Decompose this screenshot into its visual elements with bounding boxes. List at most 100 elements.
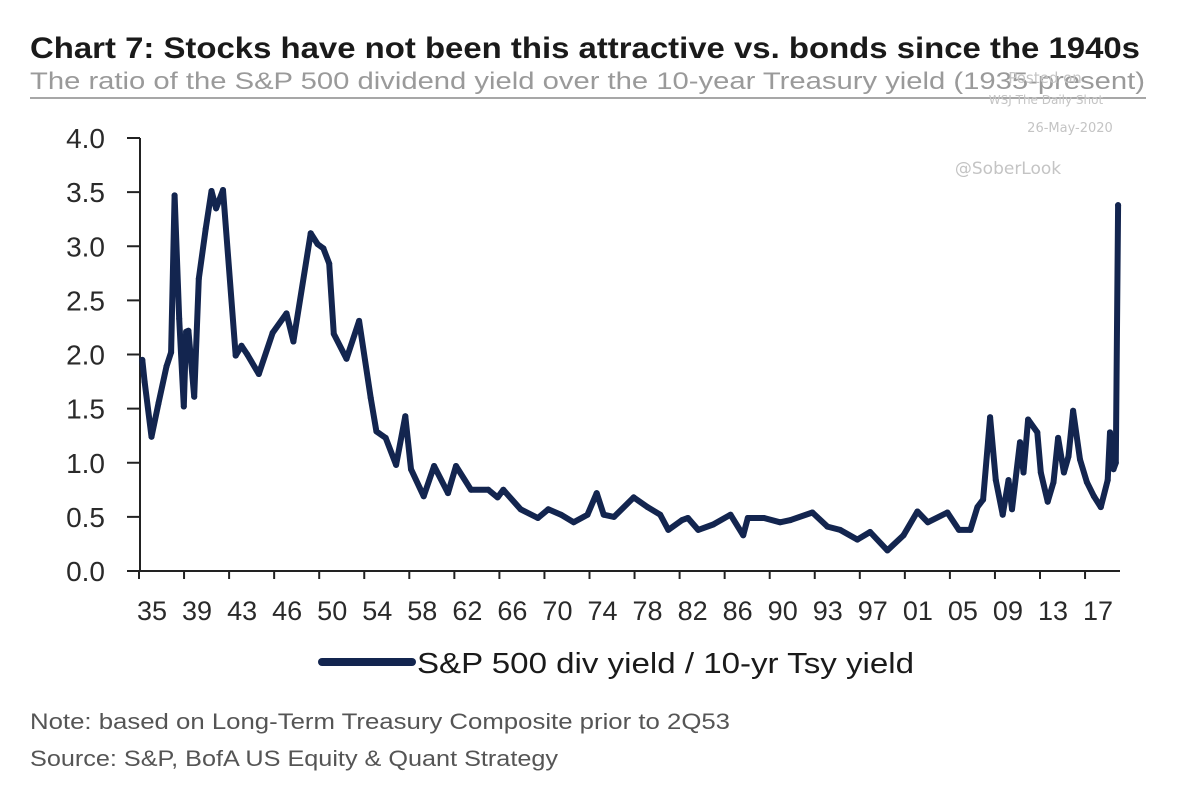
data-point bbox=[283, 310, 290, 317]
data-point bbox=[171, 192, 178, 199]
y-tick-label: 3.5 bbox=[66, 177, 105, 208]
y-axis-ticks: 0.0 0.5 1.0 1.5 2.0 2.5 3.0 3.5 4.0 bbox=[66, 123, 140, 587]
data-point bbox=[534, 515, 541, 521]
data-point bbox=[238, 342, 245, 349]
data-point bbox=[330, 330, 337, 337]
x-tick-label: 78 bbox=[633, 596, 663, 626]
watermark-posted-on: Posted on bbox=[1008, 69, 1082, 87]
data-point bbox=[914, 508, 921, 515]
legend: S&P 500 div yield / 10-yr Tsy yield bbox=[318, 648, 914, 680]
x-tick-label: 05 bbox=[948, 596, 978, 626]
data-point bbox=[1112, 459, 1119, 466]
x-tick-label: 93 bbox=[813, 596, 843, 626]
data-point bbox=[269, 329, 276, 336]
data-point bbox=[1107, 429, 1113, 436]
data-point bbox=[761, 515, 767, 521]
data-point bbox=[630, 494, 637, 501]
data-point bbox=[314, 241, 321, 248]
data-point bbox=[679, 517, 686, 524]
data-point bbox=[600, 511, 607, 518]
data-point bbox=[195, 275, 202, 282]
x-tick-label: 35 bbox=[137, 596, 167, 626]
data-point bbox=[176, 315, 183, 322]
data-point bbox=[1020, 469, 1027, 476]
note-text: Note: based on Long-Term Treasury Compos… bbox=[30, 709, 730, 734]
x-tick-label: 54 bbox=[362, 596, 392, 626]
data-point bbox=[999, 511, 1006, 518]
data-point bbox=[453, 463, 459, 469]
data-point bbox=[584, 511, 591, 518]
x-tick-label: 46 bbox=[272, 596, 302, 626]
data-point bbox=[382, 434, 389, 441]
data-point bbox=[500, 486, 507, 493]
data-point bbox=[974, 504, 981, 511]
data-point bbox=[611, 513, 617, 520]
data-point bbox=[854, 536, 861, 543]
data-point bbox=[494, 494, 501, 501]
data-point bbox=[208, 188, 215, 194]
data-point bbox=[373, 428, 380, 435]
data-point bbox=[727, 511, 734, 518]
data-point bbox=[1097, 504, 1104, 511]
data-point bbox=[593, 490, 600, 497]
data-point bbox=[485, 486, 492, 493]
data-point bbox=[824, 523, 831, 530]
data-point bbox=[139, 356, 146, 363]
data-point bbox=[644, 504, 651, 511]
data-point bbox=[343, 355, 350, 362]
data-point bbox=[837, 526, 844, 533]
data-point bbox=[809, 509, 816, 516]
data-point bbox=[740, 532, 747, 539]
data-point bbox=[356, 317, 363, 324]
data-point bbox=[168, 349, 175, 356]
x-tick-label: 74 bbox=[587, 596, 617, 626]
x-tick-label: 70 bbox=[542, 596, 572, 626]
data-point bbox=[420, 493, 427, 500]
data-point bbox=[191, 393, 198, 400]
y-tick-label: 1.0 bbox=[66, 448, 105, 479]
data-point bbox=[1083, 479, 1090, 486]
data-point bbox=[900, 532, 907, 539]
data-point bbox=[244, 351, 251, 358]
data-point bbox=[307, 230, 314, 237]
data-point bbox=[987, 414, 994, 421]
data-point bbox=[1005, 477, 1012, 484]
y-tick-label: 2.5 bbox=[66, 285, 105, 316]
data-point bbox=[992, 477, 999, 484]
data-point bbox=[744, 515, 751, 521]
y-tick-label: 0.0 bbox=[66, 556, 105, 587]
data-point bbox=[163, 363, 170, 370]
data-point bbox=[1115, 202, 1122, 209]
x-tick-label: 09 bbox=[993, 596, 1023, 626]
data-point bbox=[867, 529, 874, 535]
data-point bbox=[1025, 416, 1032, 423]
x-tick-label: 90 bbox=[768, 596, 798, 626]
y-tick-label: 4.0 bbox=[66, 123, 105, 154]
data-point bbox=[684, 515, 691, 521]
data-point bbox=[393, 461, 400, 468]
watermark-date: 26-May-2020 bbox=[1027, 121, 1113, 136]
data-point bbox=[185, 327, 192, 334]
x-tick-label: 62 bbox=[452, 596, 482, 626]
data-point bbox=[1055, 434, 1062, 441]
y-tick-label: 1.5 bbox=[66, 394, 105, 425]
x-tick-label: 66 bbox=[497, 596, 527, 626]
x-tick-label: 13 bbox=[1038, 596, 1068, 626]
data-point bbox=[545, 506, 552, 513]
data-point bbox=[213, 205, 220, 212]
data-point bbox=[320, 245, 327, 252]
data-point bbox=[367, 394, 374, 401]
data-point bbox=[408, 466, 414, 473]
x-axis-ticks: 35 39 43 46 50 54 58 62 66 70 74 78 82 86 90 93 97 01 05 09… bbox=[137, 571, 1113, 626]
data-point bbox=[980, 496, 987, 503]
data-point bbox=[290, 338, 297, 345]
source-text: Source: S&P, BofA US Equity & Quant Stra… bbox=[30, 746, 558, 771]
data-point bbox=[445, 490, 451, 497]
data-point bbox=[777, 519, 784, 526]
x-tick-label: 43 bbox=[227, 596, 257, 626]
data-point bbox=[884, 547, 891, 554]
data-point bbox=[1060, 469, 1067, 476]
data-point bbox=[220, 187, 226, 193]
x-tick-label: 58 bbox=[407, 596, 437, 626]
